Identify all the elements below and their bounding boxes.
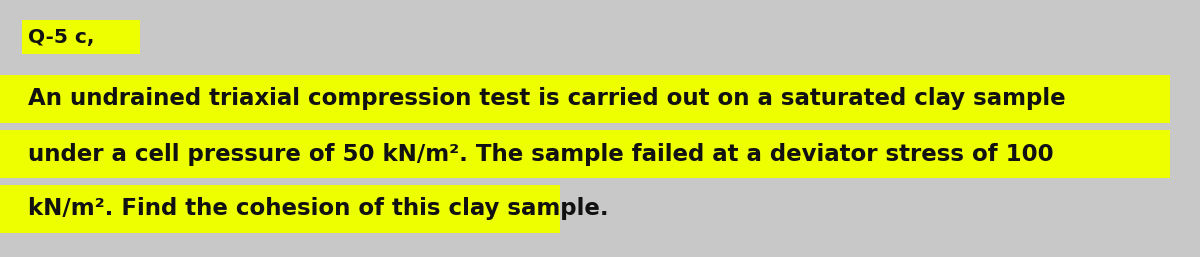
Bar: [0, 185, 560, 233]
Text: Q-5 c,: Q-5 c,: [28, 27, 95, 47]
Text: An undrained triaxial compression test is carried out on a saturated clay sample: An undrained triaxial compression test i…: [28, 87, 1066, 111]
Bar: [0, 75, 1170, 123]
Text: under a cell pressure of 50 kN/m². The sample failed at a deviator stress of 100: under a cell pressure of 50 kN/m². The s…: [28, 142, 1054, 166]
Bar: [22, 20, 140, 54]
Text: kN/m². Find the cohesion of this clay sample.: kN/m². Find the cohesion of this clay sa…: [28, 197, 608, 221]
Bar: [0, 130, 1170, 178]
